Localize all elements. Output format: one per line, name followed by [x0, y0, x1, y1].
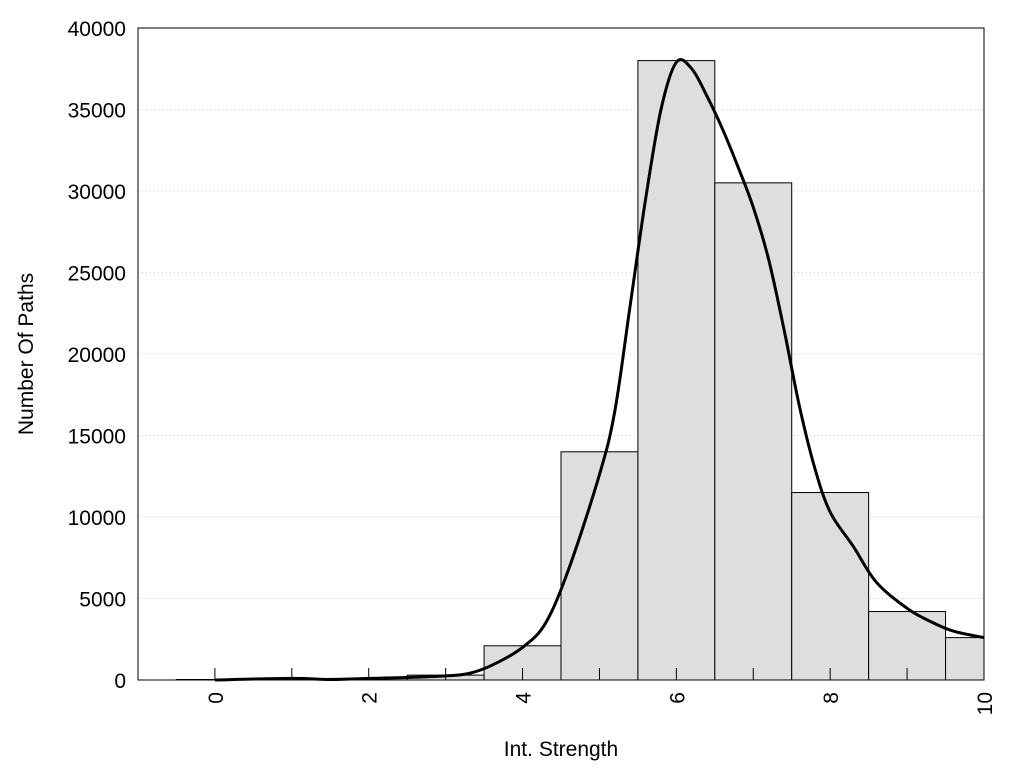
plot-frame — [137, 27, 985, 681]
density-curve — [214, 58, 985, 682]
x-tick-label: 8 — [820, 692, 843, 704]
density-curve-line — [214, 58, 985, 682]
y-tick-label: 25000 — [68, 263, 126, 286]
y-tick-label: 5000 — [79, 589, 126, 612]
y-tick-label: 20000 — [68, 344, 126, 367]
x-tick-label: 6 — [666, 692, 689, 704]
x-tick-label: 0 — [205, 692, 228, 704]
histogram-bar — [560, 451, 639, 681]
x-axis-label: Int. Strength — [504, 738, 618, 761]
y-axis-label: Number Of Paths — [15, 273, 38, 435]
y-tick-label: 15000 — [68, 426, 126, 449]
histogram-bar — [791, 492, 870, 681]
x-tick-label: 4 — [513, 692, 536, 704]
histogram-bar — [714, 182, 793, 681]
histogram-bar — [945, 637, 985, 681]
x-tick-label: 2 — [359, 692, 382, 704]
y-tick-label: 40000 — [68, 18, 126, 41]
histogram-bar — [637, 60, 716, 681]
y-tick-label: 10000 — [68, 507, 126, 530]
x-tick-label: 10 — [974, 692, 997, 715]
histogram-bars — [175, 60, 985, 681]
x-axis-ticks: 0 2 4 6 8 10 — [205, 668, 997, 715]
y-tick-label: 0 — [114, 670, 126, 693]
y-axis-ticks: 0 5000 10000 15000 20000 25000 30000 35000 40000 — [68, 18, 126, 693]
y-tick-label: 35000 — [68, 100, 126, 123]
y-tick-label: 30000 — [68, 181, 126, 204]
